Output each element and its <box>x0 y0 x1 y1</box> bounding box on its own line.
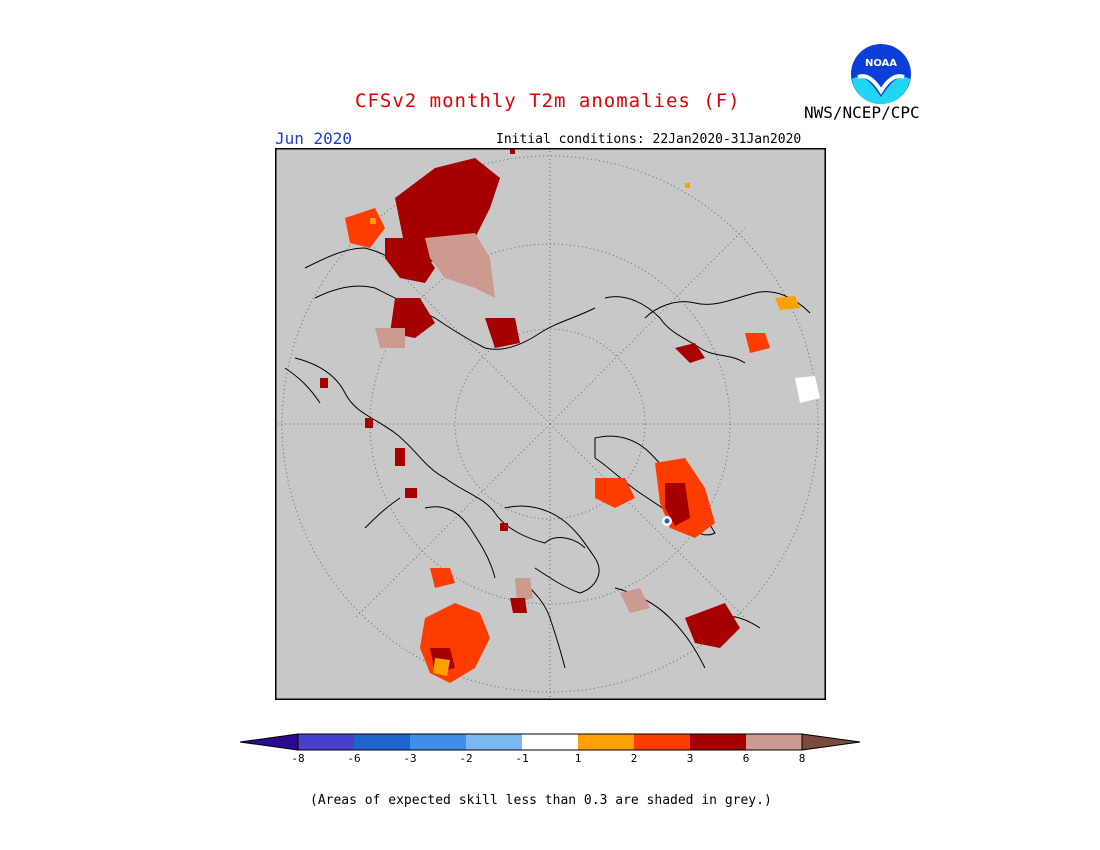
agency-label: NWS/NCEP/CPC <box>804 103 920 122</box>
colorbar-segment <box>746 734 802 750</box>
colorbar-label: -3 <box>403 752 417 765</box>
colorbar-label: -1 <box>515 752 529 765</box>
greenland-region <box>595 458 740 648</box>
skill-footnote: (Areas of expected skill less than 0.3 a… <box>310 793 772 808</box>
colorbar-arrow-min <box>240 734 298 750</box>
colorbar-segment <box>466 734 522 750</box>
colorbar-label: -6 <box>347 752 361 765</box>
coastlines <box>284 247 811 669</box>
colorbar-segment <box>522 734 578 750</box>
anomaly-map <box>275 148 826 700</box>
colorbar-label: 3 <box>686 752 694 765</box>
colorbar-segment <box>354 734 410 750</box>
colorbar-segment <box>298 734 354 750</box>
forecast-month: Jun 2020 <box>275 129 353 148</box>
initial-conditions: Initial conditions: 22Jan2020-31Jan2020 <box>496 132 802 147</box>
colorbar-label: 1 <box>574 752 582 765</box>
colorbar-label: 6 <box>742 752 750 765</box>
alaska-region <box>345 158 520 348</box>
graticule <box>275 148 826 700</box>
colorbar-segment <box>690 734 746 750</box>
colorbar <box>240 733 861 751</box>
colorbar-arrow-max <box>802 734 860 750</box>
colorbar-label: -8 <box>291 752 305 765</box>
western-europe-region <box>420 568 533 683</box>
scattered-anomaly-cells <box>320 148 690 531</box>
colorbar-segment <box>410 734 466 750</box>
colorbar-segment <box>634 734 690 750</box>
colorbar-label: -2 <box>459 752 473 765</box>
noaa-logo-text: NOAA <box>865 58 897 69</box>
chart-title: CFSv2 monthly T2m anomalies (F) <box>355 90 741 112</box>
colorbar-segment <box>578 734 634 750</box>
colorbar-label: 2 <box>630 752 638 765</box>
map-border <box>275 148 826 700</box>
eastern-canada-region <box>675 296 820 403</box>
noaa-logo: NOAA <box>851 44 911 104</box>
colorbar-label: 8 <box>798 752 806 765</box>
